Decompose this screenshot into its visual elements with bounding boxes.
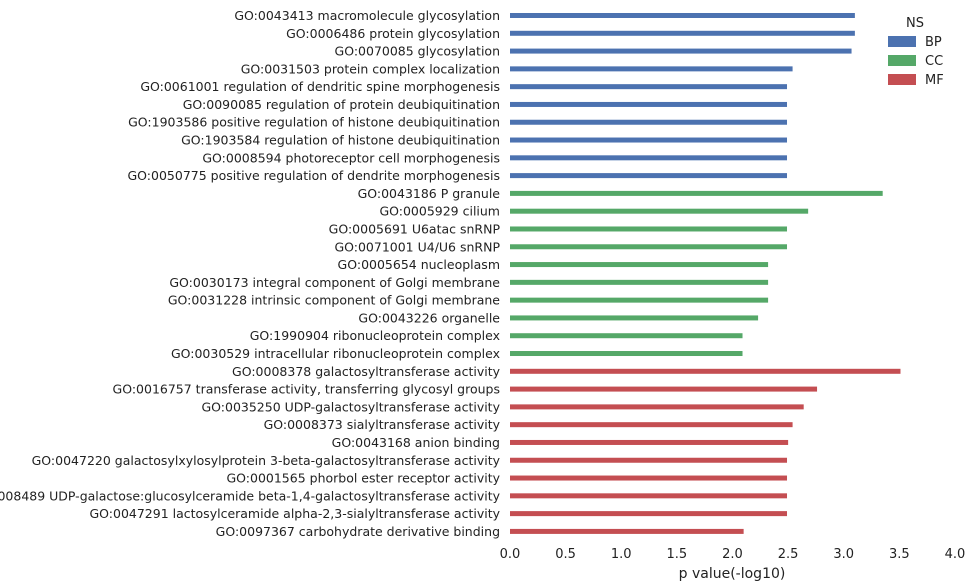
category-label: GO:0005691 U6atac snRNP	[329, 221, 501, 236]
bar	[510, 279, 769, 285]
bar	[510, 475, 788, 481]
x-tick-label: 2.5	[778, 547, 799, 562]
bar	[510, 48, 852, 54]
bar	[510, 13, 855, 18]
category-label: GO:1903584 regulation of histone deubiqu…	[181, 133, 500, 148]
category-label: GO:0031503 protein complex localization	[241, 61, 500, 76]
bar	[510, 30, 855, 36]
category-label: GO:0008378 galactosyltransferase activit…	[232, 364, 501, 379]
x-tick-label: 2.0	[722, 547, 743, 562]
bar	[510, 190, 883, 196]
bar	[510, 404, 804, 410]
bar	[510, 528, 744, 534]
category-label: GO:0070085 glycosylation	[335, 44, 500, 59]
legend: NS BP CC MF	[888, 16, 944, 88]
category-label: GO:0047220 galactosylxylosylprotein 3-be…	[32, 453, 501, 468]
bar	[510, 333, 743, 339]
category-label: GO:0090085 regulation of protein deubiqu…	[183, 97, 500, 112]
legend-title: NS	[906, 16, 924, 31]
bar	[510, 422, 793, 428]
category-labels-group: GO:0043413 macromolecule glycosylation GO…	[0, 8, 501, 539]
bar	[510, 439, 789, 445]
bar	[510, 368, 901, 374]
category-label: GO:0043413 macromolecule glycosylation	[234, 8, 500, 23]
category-label: GO:0006486 protein glycosylation	[286, 26, 500, 41]
x-tick-label: 3.0	[833, 547, 854, 562]
bar	[510, 351, 743, 357]
category-label: GO:0005929 cilium	[379, 204, 500, 219]
category-label: GO:0043186 P granule	[358, 186, 501, 201]
category-label: GO:0031228 intrinsic component of Golgi …	[168, 293, 500, 308]
bar	[510, 84, 788, 90]
bar	[510, 315, 759, 321]
bar	[510, 457, 788, 463]
category-label: GO:0030173 integral component of Golgi m…	[169, 275, 500, 290]
category-label: GO:0008594 photoreceptor cell morphogene…	[202, 150, 500, 165]
category-label: GO:0043226 organelle	[358, 310, 500, 325]
legend-label: BP	[925, 35, 942, 50]
category-label: GO:0097367 carbohydrate derivative bindi…	[216, 524, 500, 539]
bar	[510, 297, 769, 303]
category-label: GO:0001565 phorbol ester receptor activi…	[226, 471, 500, 486]
bar	[510, 493, 788, 499]
bar	[510, 244, 788, 250]
legend-label: CC	[925, 54, 943, 69]
category-label: GO:0005654 nucleoplasm	[338, 257, 500, 272]
legend-swatch	[888, 74, 916, 85]
category-label: GO:0008373 sialyltransferase activity	[264, 417, 501, 432]
x-tick-label: 3.5	[889, 547, 910, 562]
category-label: GO:0047291 lactosylceramide alpha-2,3-si…	[89, 506, 500, 521]
bars-group	[510, 13, 901, 534]
bar	[510, 119, 788, 125]
x-tick-label: 1.5	[667, 547, 688, 562]
category-label: GO:0050775 positive regulation of dendri…	[127, 168, 500, 183]
bar	[510, 226, 788, 232]
x-tick-label: 0.5	[555, 547, 576, 562]
x-tick-label: 0.0	[500, 547, 521, 562]
bar	[510, 155, 788, 161]
x-tick-label: 1.0	[611, 547, 632, 562]
bar	[510, 173, 788, 179]
legend-label: MF	[925, 73, 944, 88]
bar	[510, 262, 769, 268]
category-label: GO:0071001 U4/U6 snRNP	[334, 239, 500, 254]
category-label: GO:0016757 transferase activity, transfe…	[113, 382, 500, 397]
bar	[510, 208, 809, 214]
bar	[510, 66, 793, 72]
category-label: GO:1903586 positive regulation of histon…	[128, 115, 500, 130]
legend-swatch	[888, 36, 916, 47]
legend-swatch	[888, 55, 916, 66]
bar	[510, 101, 788, 107]
x-axis-label: p value(-log10)	[679, 566, 786, 582]
category-label: GO:0008489 UDP-galactose:glucosylceramid…	[0, 488, 501, 503]
category-label: GO:0035250 UDP-galactosyltransferase act…	[201, 399, 500, 414]
category-label: GO:0030529 intracellular ribonucleoprote…	[171, 346, 500, 361]
bar	[510, 137, 788, 143]
category-label: GO:0061001 regulation of dendritic spine…	[140, 79, 500, 94]
bar	[510, 511, 788, 517]
category-label: GO:1990904 ribonucleoprotein complex	[250, 328, 500, 343]
bar	[510, 386, 818, 392]
x-tick-labels-group: 0.0 0.5 1.0 1.5 2.0 2.5 3.0 3.5 4.0	[500, 547, 966, 562]
category-label: GO:0043168 anion binding	[332, 435, 500, 450]
x-tick-label: 4.0	[945, 547, 966, 562]
